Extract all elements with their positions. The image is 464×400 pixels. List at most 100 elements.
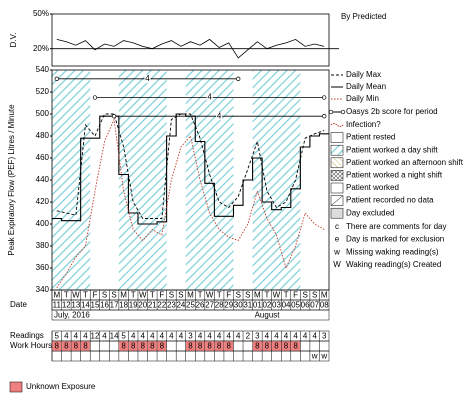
weekday: T [264, 291, 269, 300]
date: 12 [62, 301, 71, 310]
exposure-cell [205, 341, 215, 351]
flag: w [320, 352, 327, 361]
readings: 4 [179, 332, 184, 341]
y-tick-label: 500 [36, 109, 50, 118]
weekday: W [273, 291, 281, 300]
weekday: F [159, 291, 164, 300]
weekday: T [217, 291, 222, 300]
readings: 2 [246, 332, 251, 341]
readings: 4 [293, 332, 298, 341]
note-key: W [333, 260, 341, 269]
exposure-cell [157, 341, 167, 351]
oasys-end [111, 114, 117, 119]
legend-swatch [330, 132, 344, 143]
dv-tick-label: 20% [33, 44, 49, 53]
day-shift-band [204, 70, 215, 290]
oasys-label: 4 [217, 111, 222, 120]
day-shift-band [147, 70, 158, 290]
day-shift-band [52, 70, 62, 290]
exposure-cell [252, 341, 262, 351]
weekday: S [302, 291, 307, 300]
exposure-cell [71, 341, 81, 351]
work-hours: 8 [226, 342, 231, 351]
readings: 4 [83, 332, 88, 341]
readings: 4 [207, 332, 212, 341]
weekday: S [312, 291, 317, 300]
work-hours: 8 [274, 342, 279, 351]
exposure-cell [271, 341, 281, 351]
readings: 4 [312, 332, 317, 341]
weekday: F [226, 291, 231, 300]
note-text: Missing waking reading(s) [346, 247, 439, 256]
day-shift-band [214, 70, 224, 290]
reference-label: By Predicted [341, 12, 386, 21]
day-shift-band [128, 70, 138, 290]
weekday: M [254, 291, 261, 300]
date: 25 [186, 301, 195, 310]
weekday: M [53, 291, 60, 300]
date: 13 [71, 301, 80, 310]
exposure-cell [128, 341, 138, 351]
date: 18 [119, 301, 128, 310]
readings: 4 [236, 332, 241, 341]
work-hours: 8 [83, 342, 88, 351]
day-shift-band [61, 70, 72, 290]
series-line [56, 113, 325, 219]
date: 08 [320, 301, 329, 310]
work-hours: 8 [293, 342, 298, 351]
y-tick-label: 480 [36, 131, 50, 140]
oasys-label-bg [144, 74, 151, 83]
work-hours: 8 [207, 342, 212, 351]
legend-oasys-end [340, 109, 346, 115]
exposure-cell [262, 341, 272, 351]
weekday: W [72, 291, 80, 300]
exposure-legend-label: Unknown Exposure [26, 382, 96, 391]
oasys-end [92, 95, 98, 100]
weekday: M [187, 291, 194, 300]
readings: 4 [265, 332, 270, 341]
day-shift-band [157, 70, 167, 290]
y-axis-label: Peak Expiratory Flow (PEF) Litres / Minu… [7, 104, 16, 256]
weekday: F [93, 291, 98, 300]
day-shift-band [252, 70, 263, 290]
oasys-end [322, 95, 327, 100]
exposure-cell [186, 341, 195, 351]
legend-infection [330, 123, 344, 127]
readings: 4 [141, 332, 146, 341]
exposure-cell [52, 341, 62, 351]
work-hours: 8 [150, 342, 155, 351]
series-line [52, 113, 329, 225]
day-shift-band [195, 70, 205, 290]
date: 26 [196, 301, 205, 310]
date: 01 [253, 301, 262, 310]
date: 14 [81, 301, 90, 310]
legend-label: Patient worked an afternoon shift [346, 158, 464, 167]
legend-label: Patient worked a night shift [346, 171, 443, 180]
legend-label: Patient recorded no data [346, 196, 434, 205]
weekday: T [150, 291, 155, 300]
day-shift-band [223, 70, 234, 290]
weekday: S [245, 291, 250, 300]
date: 27 [205, 301, 214, 310]
readings: 4 [217, 332, 222, 341]
readings: 3 [188, 332, 193, 341]
y-tick-label: 420 [36, 197, 50, 206]
exposure-cell [138, 341, 148, 351]
legend-swatch [330, 182, 344, 194]
note-text: Waking reading(s) Created [346, 260, 441, 269]
y-tick-label: 520 [36, 87, 50, 96]
oasys-label: 4 [145, 74, 150, 83]
exposure-cell [195, 341, 205, 351]
readings: 3 [322, 332, 327, 341]
weekday: T [64, 291, 69, 300]
readings: 12 [91, 332, 100, 341]
note-key: w [333, 247, 340, 256]
work-hours: 8 [284, 342, 289, 351]
work-hours: 8 [55, 342, 60, 351]
work-hours: 8 [198, 342, 203, 351]
day-shift-band [137, 70, 148, 290]
readings: 4 [64, 332, 69, 341]
legend-label: Oasys 2b score for period [346, 107, 438, 116]
date: 03 [272, 301, 281, 310]
